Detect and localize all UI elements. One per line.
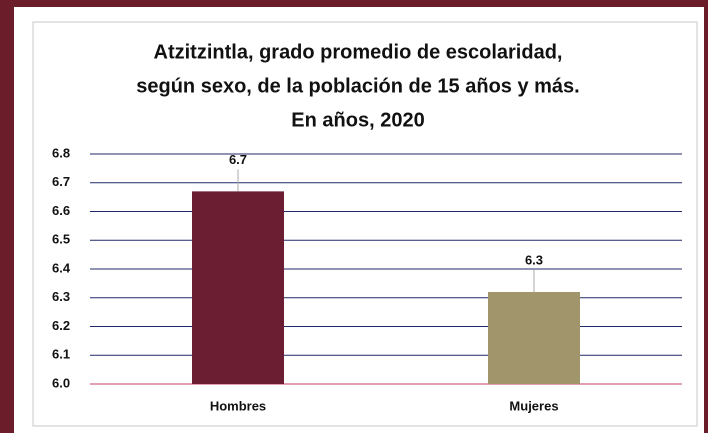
- title-line: En años, 2020: [291, 109, 424, 131]
- chart-panel: [32, 21, 698, 427]
- data-label: 6.3: [525, 252, 543, 267]
- y-tick-label: 6.1: [52, 347, 70, 362]
- y-tick-label: 6.8: [52, 145, 70, 160]
- y-tick-label: 6.5: [52, 232, 70, 247]
- bar: [192, 191, 284, 384]
- data-label: 6.7: [229, 152, 247, 167]
- chart-title: Atzitzintla, grado promedio de escolarid…: [136, 41, 580, 131]
- y-tick-label: 6.7: [52, 174, 70, 189]
- x-tick-label: Mujeres: [509, 398, 558, 413]
- y-tick-label: 6.6: [52, 203, 70, 218]
- title-line: Atzitzintla, grado promedio de escolarid…: [154, 41, 563, 63]
- y-tick-label: 6.3: [52, 289, 70, 304]
- title-line: según sexo, de la población de 15 años y…: [136, 75, 580, 97]
- bar: [488, 292, 580, 384]
- y-tick-label: 6.0: [52, 375, 70, 390]
- x-tick-label: Hombres: [210, 398, 266, 413]
- y-tick-label: 6.4: [52, 260, 71, 275]
- y-tick-label: 6.2: [52, 318, 70, 333]
